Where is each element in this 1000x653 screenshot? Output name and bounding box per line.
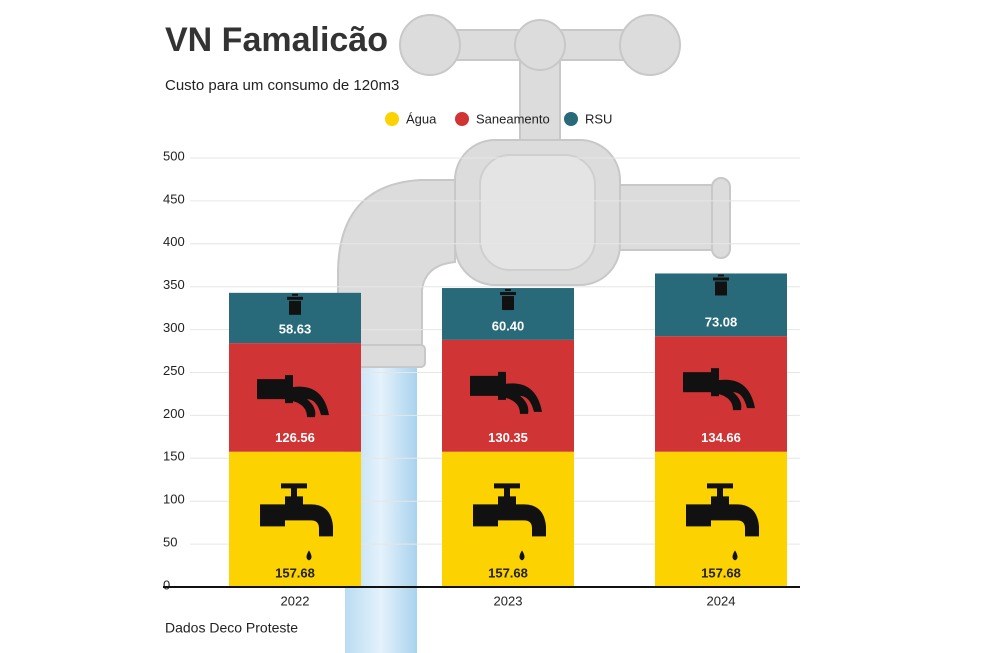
segment-icon	[686, 483, 759, 561]
pipe-icon	[470, 375, 498, 396]
drop-icon	[519, 550, 525, 561]
value-label: 134.66	[701, 430, 741, 445]
y-tick-label: 350	[163, 277, 185, 292]
legend-swatch	[385, 112, 399, 126]
y-tick-label: 200	[163, 406, 185, 421]
segment-icon	[287, 293, 303, 315]
bin-handle-icon	[505, 289, 511, 292]
x-tick-label: 2023	[494, 593, 523, 608]
flow-icon	[506, 383, 542, 414]
value-label: 130.35	[488, 430, 528, 445]
value-label: 126.56	[275, 430, 315, 445]
pipe-icon	[257, 379, 285, 400]
segment-icon	[713, 274, 729, 296]
y-tick-label: 50	[163, 535, 177, 550]
bin-icon	[715, 281, 727, 296]
value-label: 157.68	[488, 565, 528, 580]
value-label: 73.08	[705, 315, 738, 330]
legend-label: Água	[406, 111, 437, 126]
legend-swatch	[564, 112, 578, 126]
value-label: 60.40	[492, 318, 525, 333]
x-tick-label: 2022	[281, 593, 310, 608]
flow-icon	[719, 379, 755, 411]
legend-label: Saneamento	[476, 111, 550, 126]
background-faucet	[334, 14, 731, 653]
source: Dados Deco Proteste	[165, 620, 298, 636]
segment-icon	[683, 368, 755, 411]
segment-icon	[473, 483, 546, 561]
y-tick-label: 150	[163, 449, 185, 464]
pipe-icon	[683, 372, 711, 393]
pipe-end-icon	[285, 375, 293, 404]
value-label: 157.68	[275, 565, 315, 580]
drop-icon	[732, 550, 738, 561]
x-tick-label: 2024	[707, 593, 736, 608]
y-tick-label: 0	[163, 577, 170, 592]
bin-handle-icon	[292, 293, 298, 296]
chart-title: VN Famalicão	[165, 21, 388, 59]
legend-swatch	[455, 112, 469, 126]
drop-icon	[306, 550, 312, 561]
tap-icon	[473, 483, 546, 537]
y-tick-label: 300	[163, 320, 185, 335]
y-tick-label: 100	[163, 492, 185, 507]
flow-icon	[293, 386, 329, 418]
y-tick-label: 250	[163, 363, 185, 378]
segment-icon	[500, 289, 516, 311]
bin-handle-icon	[718, 274, 724, 277]
bin-icon	[289, 300, 301, 315]
value-label: 157.68	[701, 565, 741, 580]
bin-lid-icon	[287, 296, 303, 300]
pipe-end-icon	[498, 371, 506, 400]
bin-lid-icon	[713, 277, 729, 281]
bin-lid-icon	[500, 292, 516, 296]
y-tick-label: 500	[163, 148, 185, 163]
y-tick-label: 450	[163, 191, 185, 206]
segment-icon	[257, 375, 329, 418]
tap-icon	[686, 483, 759, 537]
chart-subtitle: Custo para um consumo de 120m3	[165, 77, 399, 94]
y-tick-label: 400	[163, 234, 185, 249]
tap-icon	[260, 483, 333, 537]
legend-label: RSU	[585, 111, 612, 126]
bin-icon	[502, 296, 514, 311]
value-label: 58.63	[279, 322, 312, 337]
segment-icon	[260, 483, 333, 561]
segment-icon	[470, 371, 542, 414]
pipe-end-icon	[711, 368, 719, 397]
